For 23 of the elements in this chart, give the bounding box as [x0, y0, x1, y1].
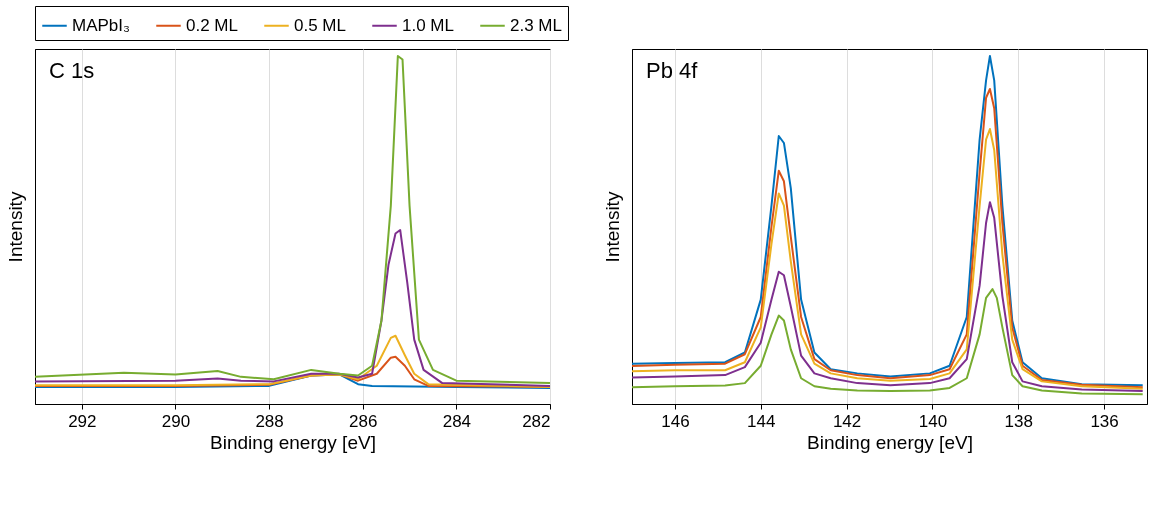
legend-label: 1.0 ML: [402, 15, 454, 35]
annotation: Pb 4f: [646, 58, 699, 83]
x-tick-label: 284: [442, 411, 472, 431]
x-tick-label: 144: [747, 411, 776, 431]
x-tick-label: 138: [1004, 411, 1033, 431]
legend-label: 2.3 ML: [510, 15, 562, 35]
x-tick-label: 290: [161, 411, 191, 431]
legend-label: 0.5 ML: [294, 15, 346, 35]
x-tick-label: 140: [918, 411, 948, 431]
annotation: C 1s: [49, 58, 95, 83]
x-tick-label: 288: [255, 411, 284, 431]
x-tick-label: 282: [522, 411, 551, 431]
x-axis-title: Binding energy [eV]: [210, 431, 376, 453]
y-axis-title: Intensity: [601, 191, 623, 263]
x-tick-label: 136: [1090, 411, 1119, 431]
x-tick-label: 146: [661, 411, 690, 431]
x-axis-title: Binding energy [eV]: [807, 431, 973, 453]
y-axis-title: Intensity: [4, 191, 26, 263]
x-tick-label: 142: [832, 411, 862, 431]
legend-label: MAPbI₃: [72, 15, 130, 35]
x-tick-label: 286: [349, 411, 378, 431]
x-tick-label: 292: [68, 411, 97, 431]
legend-label: 0.2 ML: [186, 15, 238, 35]
